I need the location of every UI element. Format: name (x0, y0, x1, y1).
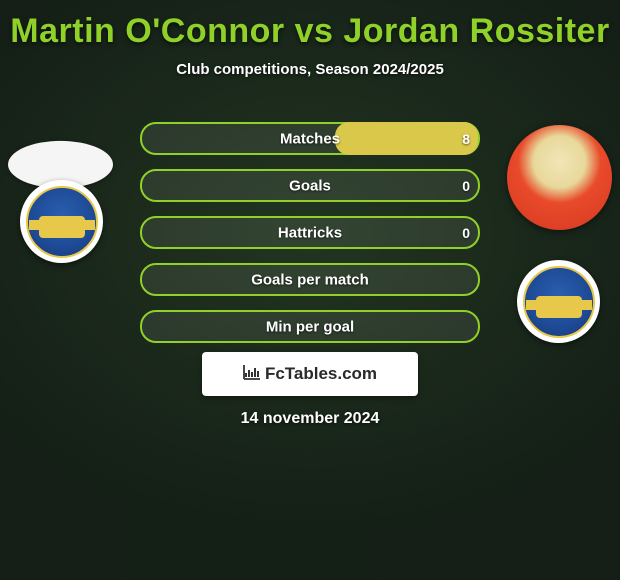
stat-row: Goals0 (140, 169, 480, 202)
stat-row: Hattricks0 (140, 216, 480, 249)
comparison-title: Martin O'Connor vs Jordan Rossiter (0, 0, 620, 51)
stat-row: Min per goal (140, 310, 480, 343)
stat-row: Goals per match (140, 263, 480, 296)
stat-label: Matches (140, 130, 480, 147)
chart-icon (243, 364, 261, 385)
club-badge-left (20, 180, 103, 263)
stat-row: Matches8 (140, 122, 480, 155)
stat-label: Min per goal (140, 318, 480, 335)
stat-label: Goals (140, 177, 480, 194)
stat-label: Hattricks (140, 224, 480, 241)
stat-value-right: 8 (462, 131, 470, 147)
club-badge-right (517, 260, 600, 343)
snapshot-date: 14 november 2024 (0, 410, 620, 428)
source-logo-text: FcTables.com (265, 364, 377, 384)
source-logo: FcTables.com (202, 352, 418, 396)
stat-value-right: 0 (462, 178, 470, 194)
stat-value-right: 0 (462, 225, 470, 241)
player-right-photo (507, 125, 612, 230)
stat-label: Goals per match (140, 271, 480, 288)
stat-bars: Matches8Goals0Hattricks0Goals per matchM… (140, 122, 480, 343)
comparison-subtitle: Club competitions, Season 2024/2025 (0, 61, 620, 78)
